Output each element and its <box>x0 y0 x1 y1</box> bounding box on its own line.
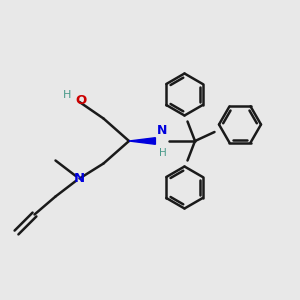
Polygon shape <box>129 138 155 144</box>
Text: N: N <box>157 124 167 137</box>
Text: H: H <box>159 148 167 158</box>
Text: H: H <box>63 89 71 100</box>
Text: N: N <box>74 172 85 185</box>
Text: O: O <box>75 94 87 107</box>
